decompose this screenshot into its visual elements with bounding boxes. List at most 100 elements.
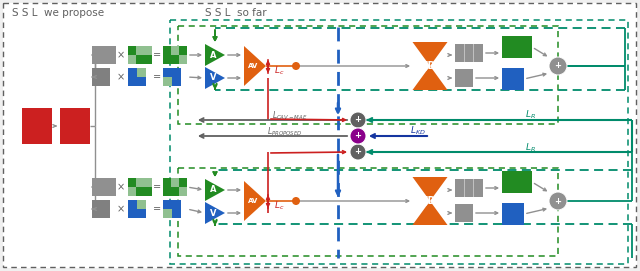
Bar [128,68,146,86]
Bar [502,171,532,193]
Circle shape [350,128,366,144]
Bar [456,213,463,222]
Bar [502,36,532,58]
Text: $L_R$: $L_R$ [525,109,536,121]
Circle shape [350,112,366,128]
Circle shape [549,192,567,210]
Text: +: + [355,131,362,140]
Bar [145,188,152,196]
Bar [465,44,473,53]
Bar [92,46,100,54]
Polygon shape [244,181,266,221]
Bar [92,209,100,218]
Bar [179,178,187,187]
Bar [129,78,136,86]
Bar [145,46,152,54]
Bar [465,179,473,188]
Text: +: + [554,196,561,205]
Bar [92,200,100,209]
Bar [129,68,136,77]
Bar [178,168,558,256]
Bar [163,209,172,218]
Bar [60,108,90,144]
Bar [513,36,522,47]
Bar [456,78,463,87]
Bar [108,178,116,187]
Polygon shape [413,177,447,225]
Bar [465,78,472,87]
Bar [136,46,143,54]
Bar [163,46,171,54]
Bar [456,44,464,53]
Bar [456,204,463,213]
Text: +: + [355,115,362,124]
Bar [101,78,109,86]
Text: JD: JD [424,196,436,206]
Circle shape [292,62,300,70]
Text: $L_{PROPOSED}$: $L_{PROPOSED}$ [268,126,303,138]
Bar [100,188,108,196]
Bar [474,44,483,53]
Bar [163,46,187,64]
Bar [522,182,532,193]
Polygon shape [205,202,225,224]
Bar [502,36,511,47]
Bar [502,214,513,225]
Bar [92,68,110,86]
Bar [513,204,524,214]
Bar [101,68,109,77]
Bar [502,182,511,193]
Bar [465,213,472,222]
Bar [138,78,146,86]
Bar [513,182,522,193]
Bar [108,188,116,196]
Bar [163,68,172,77]
Bar [513,214,524,225]
Bar [172,68,180,77]
FancyBboxPatch shape [22,108,52,144]
Bar [145,55,152,64]
Bar [502,203,524,225]
Bar [455,179,483,197]
Bar [172,188,179,196]
Bar [163,68,181,86]
Bar [92,178,116,196]
Bar [172,200,180,209]
Text: =: = [153,204,161,214]
Bar [128,200,146,218]
Bar [129,188,136,196]
Bar [502,79,513,90]
Bar [129,178,136,187]
Polygon shape [244,46,266,86]
Bar [92,200,110,218]
Bar [136,188,143,196]
Bar [465,204,472,213]
Bar [455,44,483,62]
Bar [456,69,463,78]
Bar [22,108,52,144]
Bar [178,26,558,124]
Bar [455,204,473,222]
Text: =: = [153,72,161,82]
Text: S S L  we propose: S S L we propose [12,8,104,18]
Bar [92,55,100,64]
Bar [92,68,100,77]
Bar [100,178,108,187]
Text: =: = [153,50,161,60]
Bar [522,171,532,182]
Bar [163,55,171,64]
Bar [92,78,100,86]
Bar [172,46,179,54]
Circle shape [350,144,366,160]
Bar [465,53,473,62]
Polygon shape [205,179,225,201]
Bar [163,200,181,218]
Text: V: V [210,208,216,218]
Bar [129,55,136,64]
Text: ×: × [117,72,125,82]
Bar [502,68,513,79]
Text: A: A [210,50,216,60]
Text: ×: × [117,204,125,214]
Polygon shape [413,42,447,90]
Text: +: + [355,147,362,156]
